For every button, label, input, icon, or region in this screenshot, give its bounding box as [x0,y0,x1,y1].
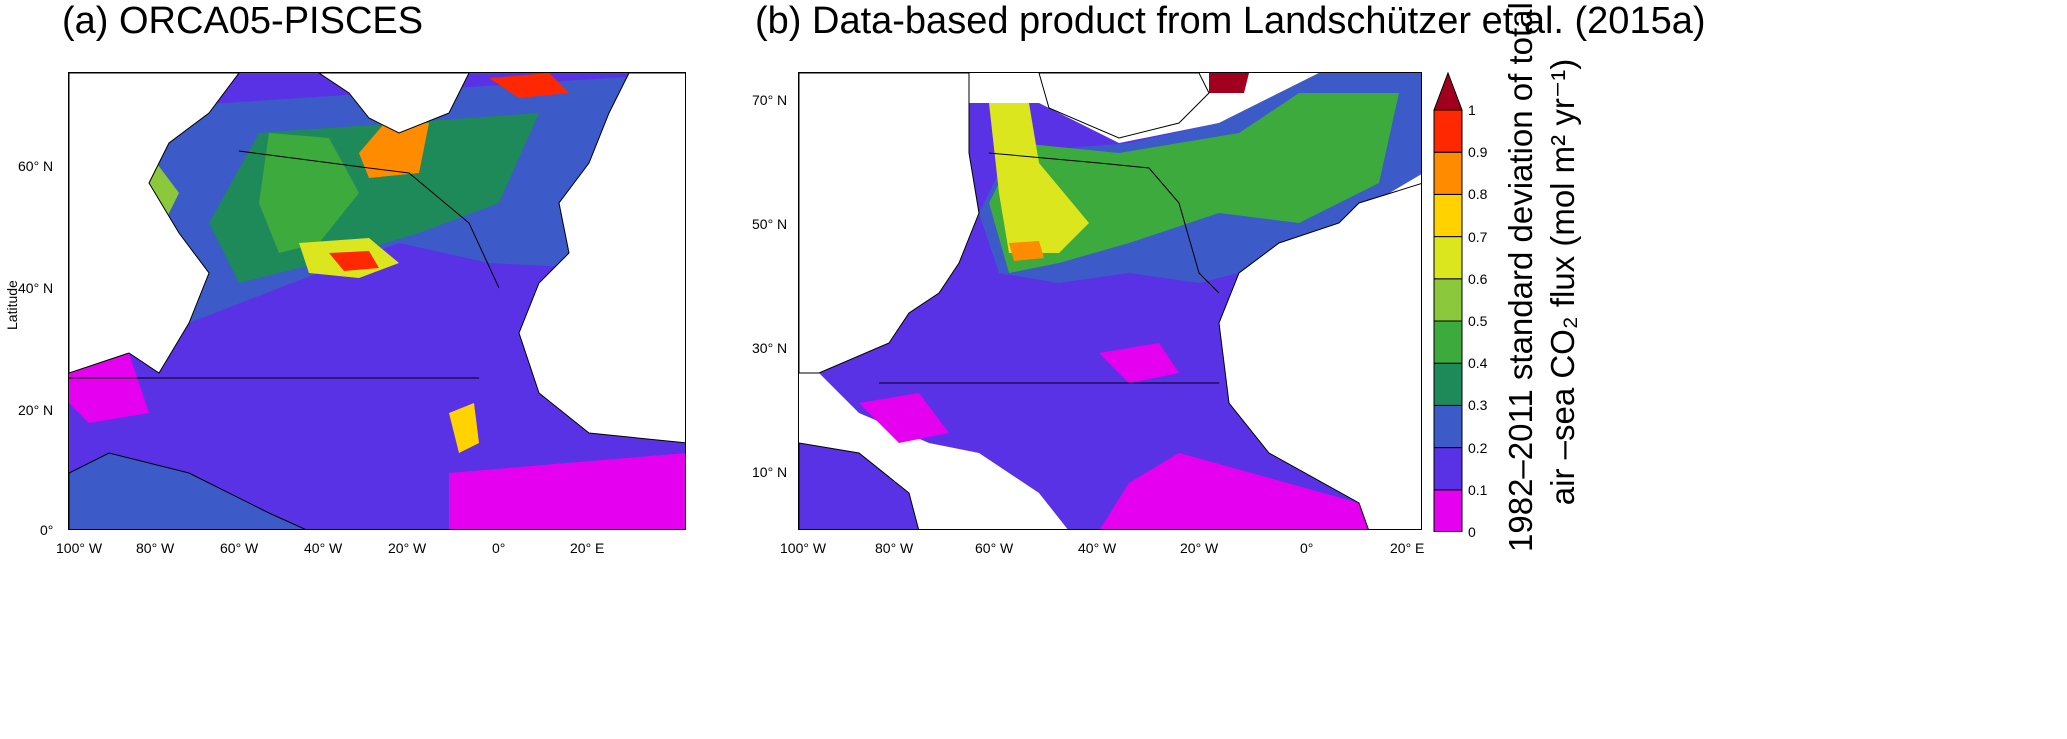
panel-a-mauritania-upwelling [449,403,479,453]
colorbar-swatches [1433,71,1463,533]
panel-b-gulf-of-guinea [1100,453,1369,529]
colorbar-tick-label: 0.6 [1468,270,1488,287]
panel-b-lon-0: 0° [1300,540,1314,556]
colorbar-swatch [1433,362,1463,406]
panel-a-map [68,72,686,530]
panel-b-lat-10: 10° N [752,464,788,480]
panel-a-lon-40w: 40° W [304,540,343,556]
panel-a-lon-20e: 20° E [570,540,605,556]
panel-b-subtropical-low [1099,343,1179,383]
panel-b-region-boundary-north [988,152,1220,294]
panel-a-gulf-of-guinea [449,453,685,529]
panel-b-lat-70: 70° N [752,92,788,108]
colorbar-extend-triangle [1433,71,1463,111]
panel-a-barents-shelf [489,73,569,98]
panel-b-north-america [799,73,980,374]
colorbar-swatch [1433,236,1463,280]
colorbar-swatch [1433,278,1463,322]
colorbar-title: 1982–2011 standard deviation of total ai… [1500,2,1584,552]
colorbar-swatch [1433,447,1463,491]
colorbar [1433,71,1463,533]
colorbar-swatch [1433,151,1463,195]
panel-b-lon-100w: 100° W [780,540,827,556]
panel-b-greenland [1038,73,1210,139]
panel-a-title: (a) ORCA05-PISCES [62,0,424,42]
colorbar-tick-label: 0 [1468,524,1476,540]
panel-b-lon-60w: 60° W [975,540,1014,556]
colorbar-swatch [1433,404,1463,449]
panel-b-south-america [799,442,919,529]
panel-a-europe-africa [518,73,685,444]
panel-a-lat-60: 60° N [18,158,54,174]
colorbar-tick-label: 0.3 [1468,397,1488,414]
panel-b-lat-50: 50° N [752,216,788,232]
colorbar-tick-label: 0.8 [1468,186,1488,203]
panel-a-heatmap [69,73,685,529]
panel-a-lon-60w: 60° W [220,540,259,556]
panel-a-lon-0: 0° [492,540,506,556]
panel-a-gulf-stream-core [329,251,379,271]
panel-a-lon-80w: 80° W [136,540,175,556]
colorbar-swatch [1433,109,1463,153]
panel-a-lat-40: 40° N [18,280,54,296]
colorbar-swatch [1433,193,1463,238]
colorbar-tick-label: 0.4 [1468,355,1488,372]
panel-a-lat-0: 0° [40,522,54,538]
panel-b-lon-40w: 40° W [1078,540,1117,556]
panel-b-lon-20w: 20° W [1180,540,1219,556]
panel-b-caribbean-low [859,393,949,443]
colorbar-tick-label: 0.7 [1468,228,1488,245]
panel-b-title: (b) Data-based product from Landschützer… [755,0,1706,42]
panel-b-heatmap [799,73,1421,529]
colorbar-swatch [1433,489,1463,533]
colorbar-title-line2: air –sea CO₂ flux (mol m² yr⁻¹) [1544,58,1581,506]
panel-a-north-america [69,73,240,374]
panel-b-lat-30: 30° N [752,340,788,356]
colorbar-title-line1: 1982–2011 standard deviation of total [1502,2,1539,552]
panel-a-region-boundary-north [238,150,500,289]
colorbar-tick-label: 0.1 [1468,481,1488,498]
panel-b-europe-africa [1218,183,1421,529]
colorbar-tick-label: 0.2 [1468,439,1488,456]
panel-b-labrador-yellow [989,103,1089,253]
panel-a-lon-100w: 100° W [56,540,103,556]
panel-a-lon-20w: 20° W [388,540,427,556]
panel-a-lat-20: 20° N [18,402,54,418]
panel-a-caribbean-low [69,353,149,423]
panel-a-greenland [318,73,470,134]
panel-a-south-america [69,452,306,529]
panel-a-greenland-shelf [359,118,429,178]
colorbar-swatch [1433,320,1463,364]
panel-b-map [798,72,1422,530]
panel-b-barents-red [1209,73,1249,93]
panel-b-lon-80w: 80° W [875,540,914,556]
colorbar-tick-label: 0.5 [1468,313,1488,329]
panel-b-subpolar-green [989,93,1399,273]
panel-b-lon-20e: 20° E [1390,540,1425,556]
panel-b-gulf-stream-orange [1009,241,1044,261]
colorbar-tick-label: 1 [1468,102,1476,118]
colorbar-tick-label: 0.9 [1468,144,1488,161]
